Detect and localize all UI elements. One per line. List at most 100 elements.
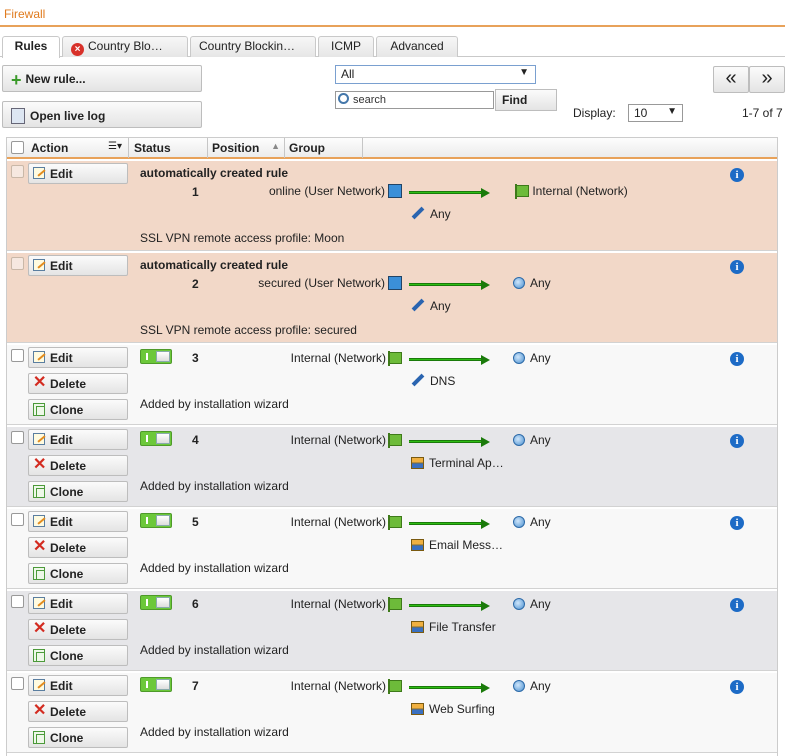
edit-button[interactable]: Edit (28, 511, 128, 532)
edit-icon (33, 167, 45, 179)
filter-select[interactable]: All ▼ (335, 65, 536, 84)
delete-button[interactable]: ✕ Delete (28, 537, 128, 558)
row-checkbox[interactable] (11, 677, 24, 690)
info-icon[interactable]: i (730, 168, 744, 182)
status-toggle[interactable] (140, 513, 172, 528)
row-checkbox[interactable] (11, 257, 24, 270)
column-position[interactable]: Position ▲ (208, 138, 285, 158)
rule-comment: Added by installation wizard (140, 561, 289, 575)
clone-label: Clone (50, 649, 84, 663)
info-icon[interactable]: i (730, 260, 744, 274)
clone-label: Clone (50, 731, 84, 745)
delete-button[interactable]: ✕ Delete (28, 701, 128, 722)
clone-label: Clone (50, 485, 84, 499)
rule-position: 3 (192, 351, 199, 365)
clone-button[interactable]: Clone (28, 481, 128, 502)
search-input[interactable]: search (335, 91, 494, 109)
sort-asc-icon: ▲ (271, 141, 280, 151)
row-checkbox[interactable] (11, 349, 24, 362)
delete-icon: ✕ (33, 702, 47, 719)
select-all-checkbox[interactable] (11, 141, 24, 154)
delete-button[interactable]: ✕ Delete (28, 373, 128, 394)
clone-button[interactable]: Clone (28, 645, 128, 666)
rule-comment: Added by installation wizard (140, 479, 289, 493)
source-label: Internal (Network) (290, 679, 386, 693)
column-action[interactable]: Action ☰▾ (26, 138, 129, 158)
delete-label: Delete (50, 705, 87, 719)
rule-position: 7 (192, 679, 199, 693)
network-icon (388, 597, 402, 612)
display-select[interactable]: 10 ▼ (628, 104, 683, 122)
rule-service: DNS (411, 373, 456, 388)
row-checkbox[interactable] (11, 165, 24, 178)
edit-button[interactable]: Edit (28, 593, 128, 614)
direction-arrow-icon (409, 683, 491, 693)
rule-position: 1 (192, 185, 199, 199)
info-icon[interactable]: i (730, 598, 744, 612)
rule-destination: Internal (Network) (513, 184, 628, 199)
next-page-button[interactable]: » (749, 66, 785, 93)
tab-icmp[interactable]: ICMP (318, 36, 374, 57)
delete-icon: ✕ (33, 374, 47, 391)
delete-button[interactable]: ✕ Delete (28, 619, 128, 640)
edit-label: Edit (50, 167, 73, 181)
clone-button[interactable]: Clone (28, 563, 128, 584)
tab-advanced[interactable]: Advanced (376, 36, 458, 57)
open-live-log-button[interactable]: Open live log (2, 101, 202, 128)
network-icon (388, 515, 402, 530)
status-toggle[interactable] (140, 595, 172, 610)
clone-icon (33, 649, 45, 662)
direction-arrow-icon (409, 519, 491, 529)
tab-label: Advanced (390, 39, 444, 53)
status-toggle[interactable] (140, 431, 172, 446)
info-icon[interactable]: i (730, 516, 744, 530)
network-icon (388, 433, 402, 448)
info-icon[interactable]: i (730, 680, 744, 694)
server-icon (411, 621, 424, 633)
direction-arrow-icon (409, 437, 491, 447)
rule-destination: Any (513, 351, 551, 365)
rule-comment: Added by installation wizard (140, 643, 289, 657)
info-icon[interactable]: i (730, 352, 744, 366)
page-title: Firewall (4, 7, 46, 21)
delete-button[interactable]: ✕ Delete (28, 455, 128, 476)
tab-country-blocking-exceptions[interactable]: Country Blockin… (190, 36, 316, 57)
edit-button[interactable]: Edit (28, 429, 128, 450)
edit-button[interactable]: Edit (28, 675, 128, 696)
status-toggle[interactable] (140, 349, 172, 364)
row-checkbox[interactable] (11, 431, 24, 444)
server-icon (411, 457, 424, 469)
find-button[interactable]: Find (495, 89, 557, 111)
wrench-icon (411, 373, 425, 387)
edit-button[interactable]: Edit (28, 255, 128, 276)
tab-label: Rules (14, 39, 48, 53)
rule-comment: SSL VPN remote access profile: secured (140, 323, 357, 337)
status-toggle[interactable] (140, 677, 172, 692)
server-icon (411, 539, 424, 551)
log-icon (11, 108, 25, 124)
tab-country-blocking[interactable]: × Country Blo… (62, 36, 188, 57)
edit-label: Edit (50, 351, 73, 365)
clone-button[interactable]: Clone (28, 727, 128, 748)
new-rule-button[interactable]: + New rule... (2, 65, 202, 92)
rule-service: File Transfer (411, 620, 496, 634)
source-label: online (User Network) (268, 184, 385, 198)
prev-page-button[interactable]: « (713, 66, 749, 93)
row-checkbox[interactable] (11, 513, 24, 526)
service-label: DNS (430, 374, 456, 388)
edit-icon (33, 433, 45, 445)
table-row: Edit automatically created rule 1 online… (7, 161, 777, 251)
row-checkbox[interactable] (11, 595, 24, 608)
clone-button[interactable]: Clone (28, 399, 128, 420)
rule-title: automatically created rule (140, 166, 289, 180)
column-status[interactable]: Status (130, 138, 208, 158)
rules-grid: Action ☰▾ Status Position ▲ Group Edit a… (6, 137, 778, 756)
column-menu-icon[interactable]: ☰▾ (108, 141, 122, 152)
column-group[interactable]: Group (285, 138, 363, 158)
tab-rules[interactable]: Rules (2, 36, 60, 58)
info-icon[interactable]: i (730, 434, 744, 448)
destination-label: Any (530, 597, 551, 611)
table-row: Edit ✕ Delete Clone 5 Internal (Network) … (7, 509, 777, 589)
edit-button[interactable]: Edit (28, 163, 128, 184)
edit-button[interactable]: Edit (28, 347, 128, 368)
